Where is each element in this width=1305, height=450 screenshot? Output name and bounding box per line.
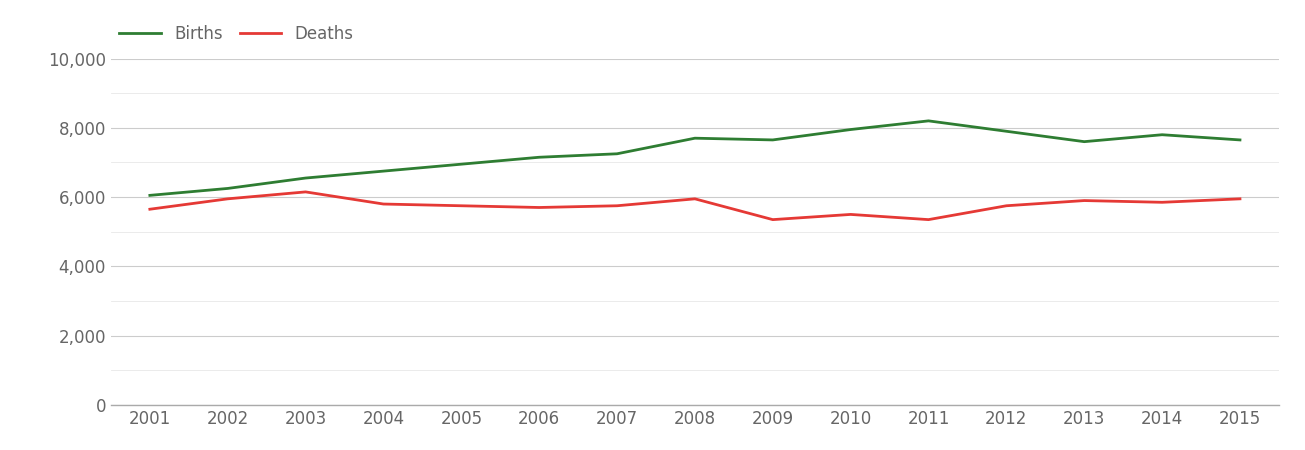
Deaths [609, 203, 625, 208]
Births [298, 176, 313, 181]
Line: Deaths: Deaths [150, 192, 1240, 220]
Births [843, 127, 859, 132]
Births [142, 193, 158, 198]
Deaths [920, 217, 936, 222]
Deaths [453, 203, 468, 208]
Line: Births: Births [150, 121, 1240, 195]
Deaths [531, 205, 547, 210]
Births [920, 118, 936, 124]
Deaths [376, 201, 392, 207]
Legend: Births, Deaths: Births, Deaths [119, 25, 354, 43]
Births [1154, 132, 1169, 137]
Births [998, 129, 1014, 134]
Births [376, 168, 392, 174]
Births [609, 151, 625, 157]
Deaths [686, 196, 702, 202]
Deaths [765, 217, 780, 222]
Deaths [1077, 198, 1092, 203]
Deaths [1232, 196, 1248, 202]
Deaths [298, 189, 313, 194]
Births [686, 135, 702, 141]
Deaths [1154, 200, 1169, 205]
Births [765, 137, 780, 143]
Births [219, 186, 235, 191]
Deaths [843, 212, 859, 217]
Births [1232, 137, 1248, 143]
Births [1077, 139, 1092, 144]
Births [531, 154, 547, 160]
Deaths [219, 196, 235, 202]
Births [453, 162, 468, 167]
Deaths [142, 207, 158, 212]
Deaths [998, 203, 1014, 208]
